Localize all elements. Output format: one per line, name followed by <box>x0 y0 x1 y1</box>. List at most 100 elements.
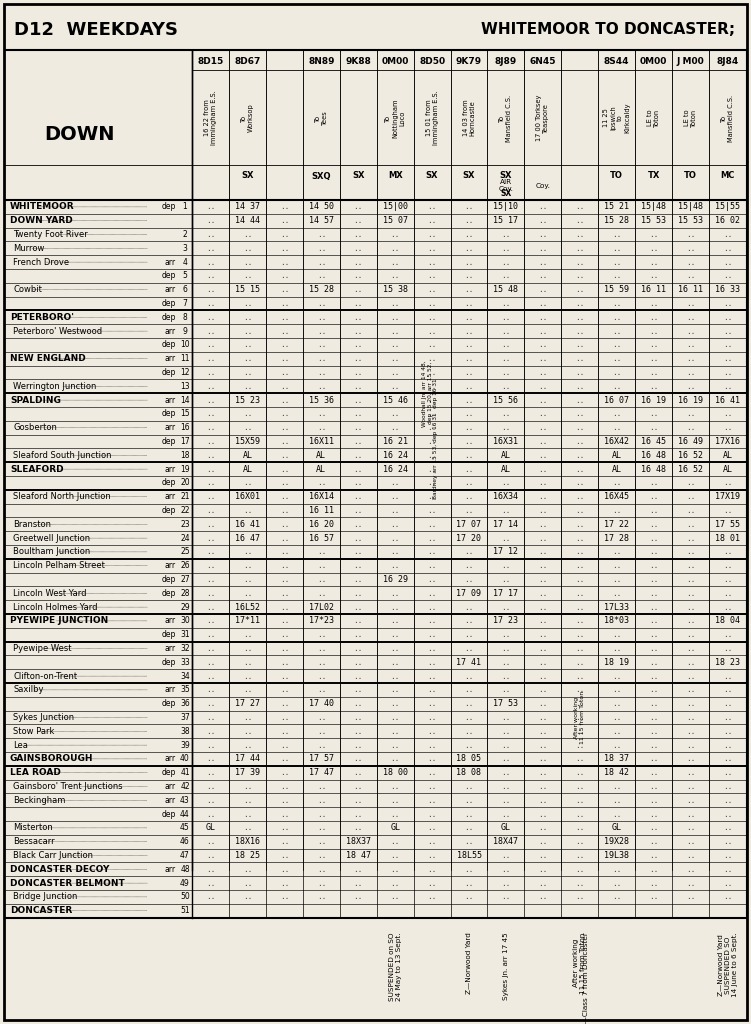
Text: ..: .. <box>243 244 252 253</box>
Text: ..: .. <box>575 713 584 722</box>
Text: ..: .. <box>206 230 215 239</box>
Text: ..: .. <box>649 768 659 777</box>
Text: ..: .. <box>502 340 511 349</box>
Text: ..: .. <box>649 644 659 653</box>
Text: ..: .. <box>723 768 732 777</box>
Text: AL: AL <box>316 451 326 460</box>
Text: ..: .. <box>391 713 400 722</box>
Text: ..: .. <box>279 312 289 322</box>
Text: ..: .. <box>612 740 621 750</box>
Text: Twenty Foot River: Twenty Foot River <box>13 230 88 239</box>
Text: ..: .. <box>464 810 474 818</box>
Text: ..: .. <box>354 865 363 873</box>
Text: ..: .. <box>464 437 474 446</box>
Text: ..: .. <box>354 727 363 736</box>
Text: ..: .. <box>354 410 363 419</box>
Text: Z—Norwood Yard
SUSPENDED SO
14 June to 6 Sept.: Z—Norwood Yard SUSPENDED SO 14 June to 6… <box>717 933 737 997</box>
Text: 45: 45 <box>180 823 190 833</box>
Text: ..: .. <box>354 520 363 528</box>
Text: ..: .. <box>279 327 289 336</box>
Text: ..: .. <box>502 354 511 364</box>
Text: ..: .. <box>649 382 659 391</box>
Text: ..: .. <box>391 630 400 639</box>
Text: ..: .. <box>686 644 695 653</box>
Text: ..: .. <box>427 879 436 888</box>
Text: ..: .. <box>243 410 252 419</box>
Text: ..: .. <box>649 575 659 584</box>
Text: 35: 35 <box>180 685 190 694</box>
Text: Gosberton: Gosberton <box>13 423 57 432</box>
Text: 15 23: 15 23 <box>235 395 260 404</box>
Text: ..: .. <box>686 548 695 556</box>
Text: 16 47: 16 47 <box>235 534 260 543</box>
Text: ..: .. <box>612 327 621 336</box>
Text: ..: .. <box>206 740 215 750</box>
Text: ..: .. <box>391 602 400 611</box>
Text: ..: .. <box>502 644 511 653</box>
Text: ..: .. <box>723 630 732 639</box>
Text: AIR
Coy.: AIR Coy. <box>499 179 514 193</box>
Text: ..: .. <box>502 506 511 515</box>
Text: ..: .. <box>206 644 215 653</box>
Text: ..: .. <box>464 782 474 791</box>
Text: ..: .. <box>427 423 436 432</box>
Text: ..: .. <box>575 755 584 764</box>
Text: SX: SX <box>352 171 364 180</box>
Text: ..: .. <box>279 755 289 764</box>
Text: ..: .. <box>427 534 436 543</box>
Text: ..: .. <box>575 244 584 253</box>
Text: ..: .. <box>612 589 621 598</box>
Text: 8N89: 8N89 <box>308 57 334 67</box>
Text: ..: .. <box>243 782 252 791</box>
Text: 8S44: 8S44 <box>604 57 629 67</box>
Text: 15 28: 15 28 <box>605 216 629 225</box>
Text: 15 01 from
Immingham E.S.: 15 01 from Immingham E.S. <box>426 91 439 145</box>
Text: ..: .. <box>723 589 732 598</box>
Text: ..: .. <box>538 644 547 653</box>
Text: 9: 9 <box>182 327 188 336</box>
Text: ..: .. <box>612 258 621 266</box>
Text: ..: .. <box>686 312 695 322</box>
Text: Peterboro' Westwood: Peterboro' Westwood <box>13 327 102 336</box>
Text: 15 36: 15 36 <box>309 395 333 404</box>
Text: ..: .. <box>279 410 289 419</box>
Text: ..: .. <box>723 230 732 239</box>
Text: ..: .. <box>427 713 436 722</box>
Text: ..: .. <box>686 327 695 336</box>
Text: ..: .. <box>575 879 584 888</box>
Text: ..: .. <box>723 548 732 556</box>
Text: ..: .. <box>317 810 326 818</box>
Text: Branston: Branston <box>13 520 51 528</box>
Text: ..: .. <box>206 312 215 322</box>
Text: 17 14: 17 14 <box>493 520 518 528</box>
Text: ..: .. <box>723 312 732 322</box>
Text: ..: .. <box>317 244 326 253</box>
Text: ..: .. <box>612 892 621 901</box>
Text: ..: .. <box>686 410 695 419</box>
Text: ..: .. <box>686 506 695 515</box>
Text: ..: .. <box>391 865 400 873</box>
Text: 18 04: 18 04 <box>715 616 740 626</box>
Text: 8D15: 8D15 <box>198 57 224 67</box>
Text: ..: .. <box>391 685 400 694</box>
Text: ..: .. <box>391 478 400 487</box>
Text: ..: .. <box>464 244 474 253</box>
Text: ..: .. <box>502 258 511 266</box>
Text: dep: dep <box>161 768 176 777</box>
Text: ..: .. <box>354 644 363 653</box>
Text: 13: 13 <box>180 382 190 391</box>
Text: ..: .. <box>686 892 695 901</box>
Text: dep: dep <box>161 437 176 446</box>
Text: 17 57: 17 57 <box>309 755 333 764</box>
Text: ..: .. <box>464 575 474 584</box>
Text: 30: 30 <box>180 616 190 626</box>
Text: 38: 38 <box>180 727 190 736</box>
Text: 17 12: 17 12 <box>493 548 518 556</box>
Text: ..: .. <box>354 437 363 446</box>
Text: ..: .. <box>243 548 252 556</box>
Text: ..: .. <box>317 478 326 487</box>
Text: ..: .. <box>575 437 584 446</box>
Text: ..: .. <box>243 382 252 391</box>
Text: ..: .. <box>612 230 621 239</box>
Text: ..: .. <box>243 423 252 432</box>
